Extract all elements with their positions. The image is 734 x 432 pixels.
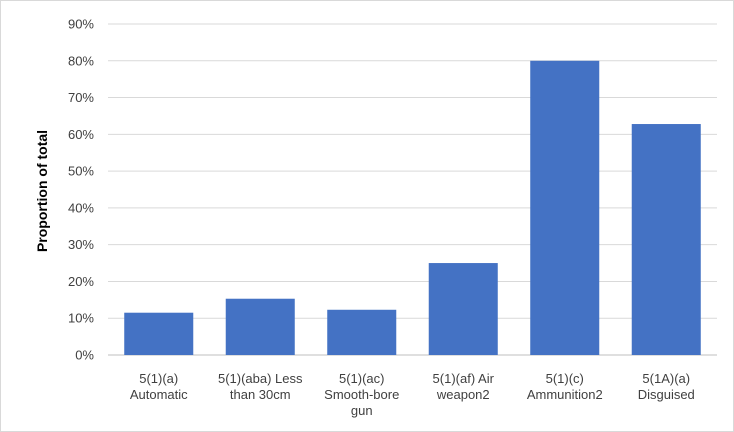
bar bbox=[124, 312, 194, 355]
x-category-label: 5(1)(aba) Less than 30cm bbox=[218, 371, 303, 402]
bar bbox=[530, 60, 600, 356]
x-category-label: 5(1)(ac) Smooth-bore gun bbox=[324, 371, 399, 418]
bar bbox=[428, 263, 498, 355]
y-tick-label: 10% bbox=[68, 311, 94, 326]
y-tick-label: 50% bbox=[68, 164, 94, 179]
bars bbox=[124, 60, 701, 356]
bar bbox=[327, 309, 397, 355]
gridlines bbox=[108, 23, 717, 356]
x-category-label: 5(1)(c) Ammunition2 bbox=[527, 371, 603, 402]
y-tick-label: 80% bbox=[68, 53, 94, 68]
y-tick-label: 70% bbox=[68, 90, 94, 105]
y-tick-label: 60% bbox=[68, 127, 94, 142]
bar bbox=[225, 298, 295, 355]
x-category-label: 5(1A)(a) Disguised bbox=[638, 371, 695, 402]
y-tick-label: 90% bbox=[68, 17, 94, 32]
bar bbox=[631, 124, 701, 355]
y-tick-label: 20% bbox=[68, 274, 94, 289]
x-category-label: 5(1)(af) Air weapon2 bbox=[433, 371, 495, 402]
x-category-label: 5(1)(a) Automatic bbox=[130, 371, 188, 402]
y-tick-label: 0% bbox=[75, 348, 94, 363]
x-axis-categories: 5(1)(a) Automatic 5(1)(aba) Less than 30cm 5… bbox=[130, 371, 695, 418]
y-axis-label: Proportion of total bbox=[34, 130, 50, 252]
y-tick-label: 30% bbox=[68, 237, 94, 252]
y-tick-label: 40% bbox=[68, 200, 94, 215]
y-axis-ticks: 0% 10% 20% 30% 40% 50% 60% 70% 80% 90% bbox=[68, 17, 94, 363]
